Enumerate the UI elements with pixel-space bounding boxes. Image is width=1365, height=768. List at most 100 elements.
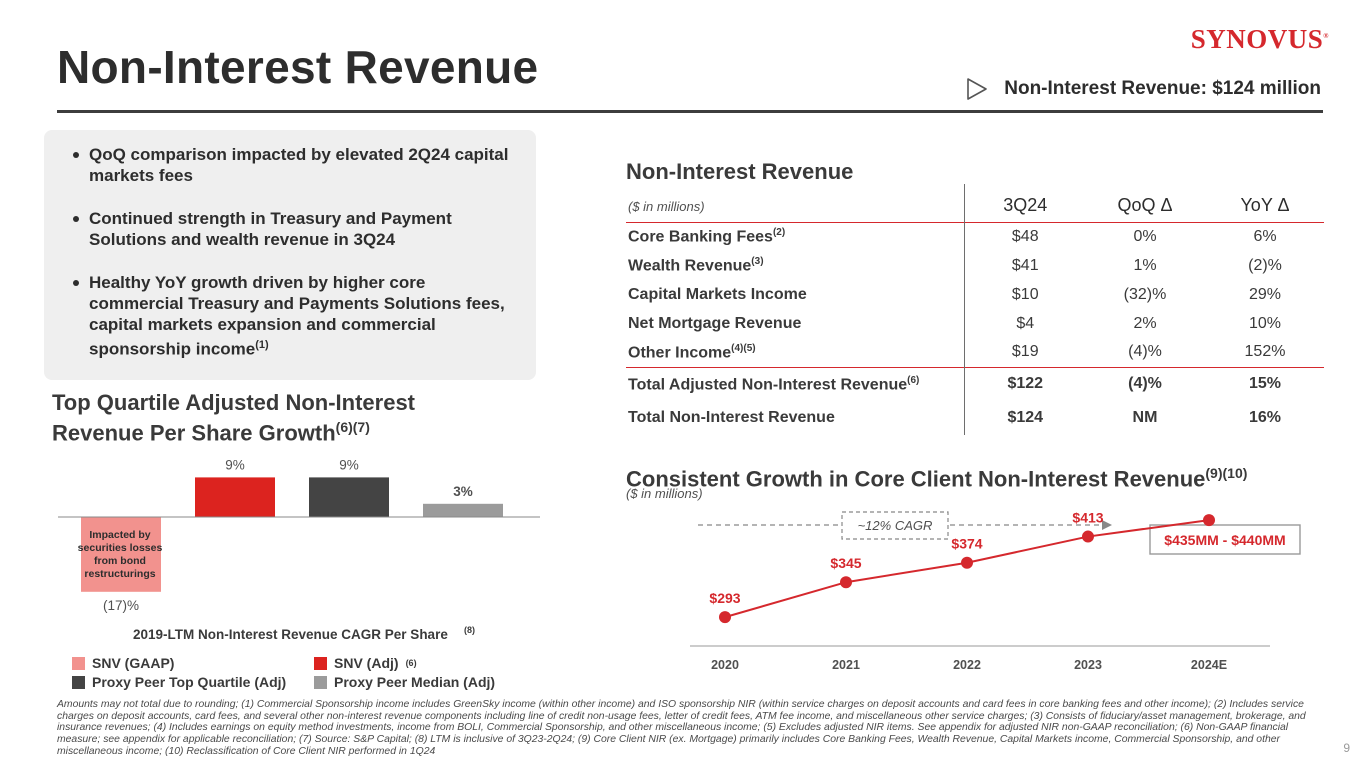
bar-value-label: 9% [339,457,359,472]
row-label: Total Non-Interest Revenue [628,409,835,426]
data-label: $345 [830,555,861,571]
total-row: Total Adjusted Non-Interest Revenue(6) $… [626,366,1324,401]
total-row: Total Non-Interest Revenue $124 NM 16% [626,401,1324,435]
bar [423,503,503,517]
cell-value: 0% [1084,221,1204,251]
legend-label: Proxy Peer Median (Adj) [334,674,496,690]
data-label: $413 [1072,510,1103,526]
row-label: Other Income(4)(5) [628,342,756,361]
row-label: Core Banking Fees(2) [626,221,964,251]
footnote-ref: (6)(7) [335,419,370,435]
cell-value: 15% [1204,366,1324,401]
legend-item: Proxy Peer Median (Adj) [314,674,495,690]
nir-table-section: Non-Interest Revenue ($ in millions) 3Q2… [626,160,1324,435]
cell-value: 10% [1248,314,1282,332]
line-title-text: Consistent Growth in Core Client Non-Int… [626,466,1206,492]
cell-value: (32)% [1123,285,1167,303]
units-cell: ($ in millions) [626,184,964,222]
cell-value: $4 [963,309,1084,338]
title-divider [57,110,1323,113]
column-header: QoQ Δ [1117,194,1173,215]
cell-value: 29% [1248,285,1282,303]
x-tick-label: 2022 [953,658,981,672]
x-tick-label: 2024E [1191,658,1227,672]
legend-label: SNV (GAAP) [92,655,175,671]
bar-title-line2: Revenue Per Share Growth [52,420,336,446]
nir-callout: Non-Interest Revenue: $124 million [966,78,1321,100]
footnote-ref: (8) [464,625,475,635]
table-row: Net Mortgage Revenue $4 2% 10% [626,309,1324,338]
page-title: Non-Interest Revenue [57,41,539,93]
footnote-ref: (1) [255,339,269,351]
data-point [961,556,973,569]
bar [309,477,389,517]
footnote-ref: (4)(5) [731,342,756,354]
cell-value: $10 [963,280,1084,309]
legend-swatch [72,656,85,670]
table-units: ($ in millions) [628,198,705,214]
data-label: $293 [709,590,740,606]
cell-value: (2)% [1248,256,1282,274]
legend-item: SNV (Adj) (6) [314,655,417,671]
table-header-row: ($ in millions) 3Q24 QoQ Δ YoY Δ [626,184,1324,222]
footnote-ref: (6) [907,374,920,386]
row-label: Wealth Revenue(3) [628,255,764,275]
legend-swatch [314,675,327,689]
data-label: $374 [951,536,982,552]
annotation-line: Impacted by [89,529,150,541]
footnote-ref: (9)(10) [1205,465,1248,481]
row-label: Total Adjusted Non-Interest Revenue(6) [626,366,964,401]
annotation-line: from bond [94,555,146,567]
footnote-ref: (3) [751,255,764,267]
bar-marks: (17)% 9% 9% 3% [81,457,503,613]
key-points-box: QoQ comparison impacted by elevated 2Q24… [44,130,536,380]
table-title: Non-Interest Revenue [626,159,854,184]
bar-value-label: (17)% [103,598,139,613]
row-label: Capital Markets Income [628,285,807,303]
arrow-head-icon [1102,520,1112,530]
bar [81,517,161,592]
annotation-line: restructurings [84,568,155,580]
bullet-item: QoQ comparison impacted by elevated 2Q24… [73,144,522,186]
bullet-text: Healthy YoY growth driven by higher core… [89,273,505,359]
bar [195,477,275,517]
registered-mark: ® [1323,32,1329,40]
cagr-label: ~12% CAGR [858,518,933,533]
bullet-text: QoQ comparison impacted by elevated 2Q24… [89,145,509,185]
legend-swatch [72,675,85,689]
bar-section-title: Top Quartile Adjusted Non-Interest Reven… [52,391,415,445]
cell-value: (4)% [1128,343,1162,361]
cell-value: $19 [963,338,1084,367]
page-number: 9 [1343,741,1350,755]
legend-item: SNV (GAAP) [72,655,174,671]
bar-title-line2-wrap: Revenue Per Share Growth(6)(7) [52,415,415,445]
column-header: 3Q24 [963,184,1084,222]
bullet-item: Continued strength in Treasury and Payme… [73,208,522,250]
footnotes: Amounts may not total due to rounding; (… [57,699,1306,757]
legend-label: Proxy Peer Top Quartile (Adj) [92,674,287,690]
x-tick-label: 2023 [1074,658,1102,672]
bar-value-label: 9% [225,457,245,472]
line-units: ($ in millions) [626,486,703,501]
table-row: Wealth Revenue(3) $41 1% (2)% [626,251,1324,280]
column-header: YoY Δ [1240,194,1290,215]
nir-table: ($ in millions) 3Q24 QoQ Δ YoY Δ Core Ba… [626,184,1324,435]
outlook-box [1149,524,1301,555]
table-row: Core Banking Fees(2) $48 0% 6% [626,221,1324,251]
line-marks: $293 2020 $345 2021 $374 2022 $413 2023 2024E [709,510,1227,672]
bar-title-line1: Top Quartile Adjusted Non-Interest [52,390,416,415]
legend-swatch [314,656,327,670]
outlook-label: $435MM - $440MM [1164,532,1285,548]
bar-value-label: 3% [453,484,473,499]
cell-value: $122 [963,366,1084,401]
cell-value: NM [1132,409,1158,426]
logo-text: SYNOVUS [1190,24,1324,54]
cagr-box [841,511,949,540]
bullet-text: Continued strength in Treasury and Payme… [89,209,452,249]
cell-value: $124 [963,401,1084,435]
cell-value: 2% [1133,314,1157,332]
bar-xlabel-text: 2019-LTM Non-Interest Revenue CAGR Per S… [133,627,448,642]
bar-annotation: Impacted by securities losses from bond … [78,529,163,580]
data-point [1082,530,1094,543]
line-chart: ~12% CAGR $435MM - $440MM $293 2020 $345 20… [690,510,1301,672]
